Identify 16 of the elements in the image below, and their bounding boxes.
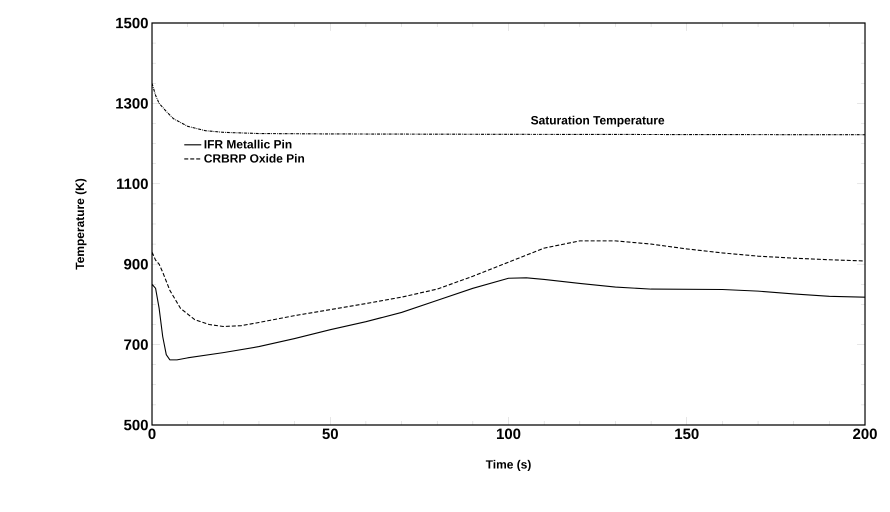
legend-label: IFR Metallic Pin	[204, 140, 292, 148]
x-tick-label: 100	[496, 428, 520, 440]
x-tick-label: 200	[853, 428, 877, 440]
x-tick-label: 150	[675, 428, 699, 440]
y-tick-label: 700	[124, 339, 148, 350]
y-tick-label: 1300	[116, 98, 148, 109]
legend-label: CRBRP Oxide Pin	[204, 154, 304, 163]
y-tick-label: 1500	[116, 18, 148, 28]
annotation: Saturation Temperature	[530, 116, 664, 127]
x-tick-label: 50	[322, 428, 338, 440]
y-tick-label: 900	[124, 258, 148, 270]
y-axis-title: Temperature (K)	[75, 178, 86, 270]
y-tick-label: 1100	[117, 178, 148, 190]
x-axis-title: Time (s)	[486, 460, 531, 472]
x-tick-label: 0	[148, 428, 156, 440]
y-tick-label: 500	[124, 420, 148, 430]
